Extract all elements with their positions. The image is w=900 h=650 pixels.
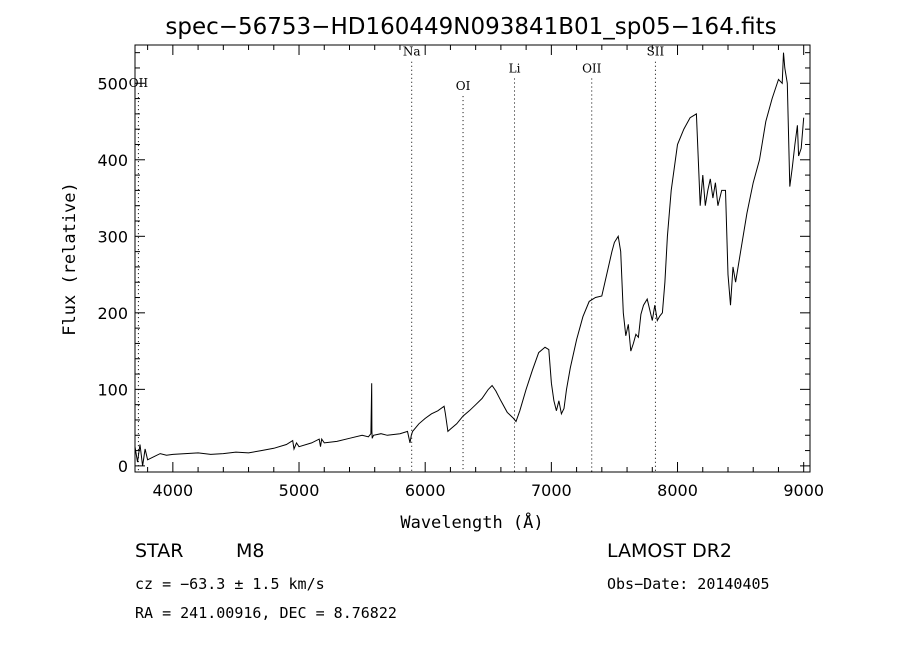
y-tick-label: 300 — [97, 227, 128, 246]
spectrum-line — [134, 52, 805, 466]
x-tick-label: 8000 — [657, 481, 698, 500]
y-axis-label: Flux (relative) — [60, 182, 80, 336]
redshift-readout: cz = −63.3 ± 1.5 km/s — [135, 575, 325, 593]
emission-line-label: OI — [456, 79, 471, 93]
y-tick-label: 0 — [118, 457, 128, 476]
emission-line-label: Li — [509, 62, 521, 76]
emission-line-label: OII — [582, 62, 602, 76]
x-tick-label: 7000 — [531, 481, 572, 500]
y-tick-label: 100 — [97, 380, 128, 399]
coordinates: RA = 241.00916, DEC = 8.76822 — [135, 604, 397, 622]
y-tick-label: 500 — [97, 74, 128, 93]
object-subclass: M8 — [236, 540, 264, 562]
x-tick-label: 9000 — [783, 481, 824, 500]
emission-line-label: SII — [647, 45, 665, 59]
x-tick-label: 5000 — [279, 481, 320, 500]
obs-date: Obs−Date: 20140405 — [607, 575, 770, 593]
x-tick-label: 6000 — [405, 481, 446, 500]
object-class: STAR — [135, 540, 183, 562]
x-axis-label: Wavelength (Å) — [400, 511, 543, 533]
y-tick-label: 400 — [97, 151, 128, 170]
axis-ticks: 4000 5000 6000 7000 8000 9000 0 100 200 300 400 500 — [97, 45, 824, 500]
emission-line-label: Na — [403, 45, 421, 59]
x-tick-label: 4000 — [152, 481, 193, 500]
y-tick-label: 200 — [97, 304, 128, 323]
plot-frame — [134, 44, 811, 473]
chart-title: spec−56753−HD160449N093841B01_sp05−164.f… — [165, 14, 776, 40]
survey-name: LAMOST DR2 — [607, 540, 732, 562]
